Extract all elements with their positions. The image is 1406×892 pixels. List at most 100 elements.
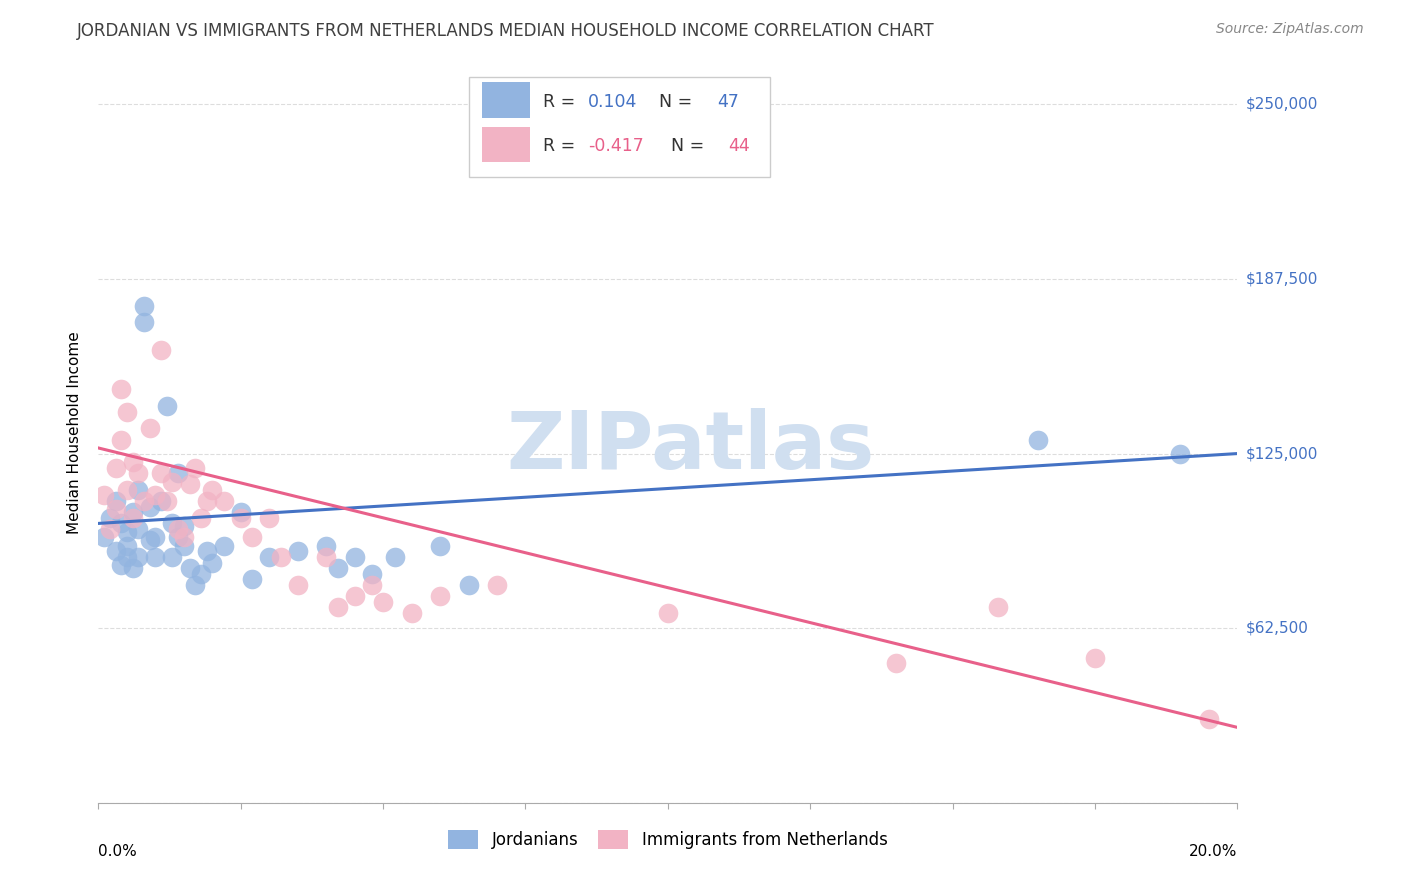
Point [127,466,149,480]
Point [93,488,115,502]
Point [104,494,127,508]
FancyBboxPatch shape [482,82,530,118]
Point [115,483,138,497]
Point [173,519,195,533]
Point [115,524,138,539]
Point [401,606,423,620]
Point [184,460,207,475]
Point [373,594,395,608]
Point [229,505,252,519]
Point [173,539,195,553]
Point [212,494,235,508]
Point [156,399,179,413]
Point [179,561,201,575]
Point [104,544,127,558]
Point [104,460,127,475]
Point [195,494,218,508]
Point [987,600,1010,615]
Point [115,549,138,564]
Point [179,477,201,491]
Point [150,343,173,358]
Point [173,530,195,544]
Point [190,566,212,581]
Point [138,421,160,435]
Point [190,511,212,525]
Point [343,549,366,564]
Point [287,578,309,592]
Point [429,539,451,553]
Y-axis label: Median Household Income: Median Household Income [67,331,83,534]
Point [145,488,167,502]
Point [315,549,337,564]
Point [127,483,149,497]
Point [138,500,160,514]
Text: R =: R = [543,93,581,111]
Text: 0.104: 0.104 [588,93,637,111]
Point [145,549,167,564]
Text: -0.417: -0.417 [588,137,644,155]
Point [167,530,190,544]
Point [240,572,263,586]
Point [138,533,160,548]
Point [1198,712,1220,726]
Text: JORDANIAN VS IMMIGRANTS FROM NETHERLANDS MEDIAN HOUSEHOLD INCOME CORRELATION CHA: JORDANIAN VS IMMIGRANTS FROM NETHERLANDS… [77,22,935,40]
Point [110,516,132,531]
Point [150,494,173,508]
Point [162,549,184,564]
Point [343,589,366,603]
Point [167,466,190,480]
Point [162,475,184,489]
Point [1084,650,1107,665]
Point [132,298,155,312]
Text: ZIPatlas: ZIPatlas [506,409,875,486]
Point [121,505,143,519]
Point [201,483,224,497]
Point [270,549,292,564]
Point [104,502,127,516]
Point [884,656,907,670]
Point [98,511,121,525]
Point [110,382,132,396]
Text: 44: 44 [728,137,749,155]
Point [240,530,263,544]
FancyBboxPatch shape [468,78,770,178]
Point [201,556,224,570]
Point [127,549,149,564]
Point [156,494,179,508]
Text: N =: N = [648,93,699,111]
Point [145,530,167,544]
Text: 47: 47 [717,93,738,111]
Text: R =: R = [543,137,581,155]
Text: $125,000: $125,000 [1246,446,1317,461]
Point [93,530,115,544]
Point [315,539,337,553]
Point [115,539,138,553]
Text: $62,500: $62,500 [1246,621,1309,636]
Point [132,315,155,329]
Text: $187,500: $187,500 [1246,271,1317,286]
Point [162,516,184,531]
Point [98,522,121,536]
Point [150,466,173,480]
Point [184,578,207,592]
Point [212,539,235,553]
Point [259,549,281,564]
Point [457,578,479,592]
Point [657,606,679,620]
Point [486,578,509,592]
Point [115,405,138,419]
Legend: Jordanians, Immigrants from Netherlands: Jordanians, Immigrants from Netherlands [440,822,896,857]
Point [429,589,451,603]
Point [167,522,190,536]
Text: 0.0%: 0.0% [98,844,138,858]
Point [132,494,155,508]
Point [121,511,143,525]
Text: Source: ZipAtlas.com: Source: ZipAtlas.com [1216,22,1364,37]
Text: $250,000: $250,000 [1246,97,1317,112]
Point [195,544,218,558]
Point [1026,433,1049,447]
Point [384,549,406,564]
Point [287,544,309,558]
Point [121,561,143,575]
Point [127,522,149,536]
